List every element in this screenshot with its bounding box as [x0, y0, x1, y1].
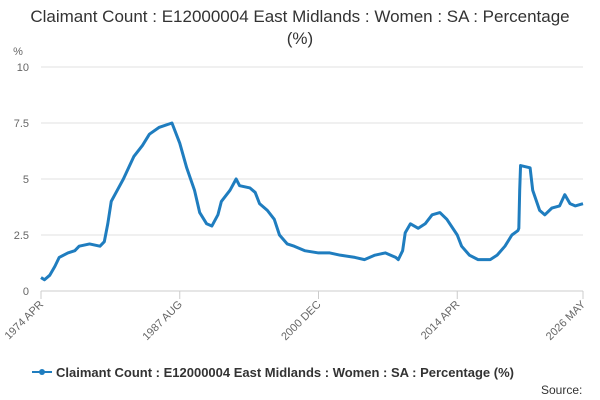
y-tick-label: 7.5: [14, 118, 29, 130]
legend-symbol-dot: [39, 369, 45, 375]
y-tick-label: 2.5: [14, 230, 29, 242]
y-tick-label: 0: [23, 286, 29, 298]
x-tick-label: 2000 DEC: [279, 299, 323, 343]
x-tick-label: 1974 APR: [3, 299, 47, 343]
x-tick-label: 2026 MAY: [544, 298, 589, 343]
y-tick-label: 10: [17, 62, 29, 74]
line: [40, 121, 584, 282]
x-tick-label: 1987 AUG: [140, 299, 184, 343]
source: Source:: [541, 383, 582, 397]
x-tick-label: 2014 APR: [419, 299, 463, 343]
y-axis-label: %: [13, 46, 23, 58]
legend-label: Claimant Count : E12000004 East Midlands…: [56, 365, 514, 380]
y-tick-label: 5: [23, 174, 29, 186]
chart-title: Claimant Count : E12000004 East Midlands…: [30, 7, 570, 48]
